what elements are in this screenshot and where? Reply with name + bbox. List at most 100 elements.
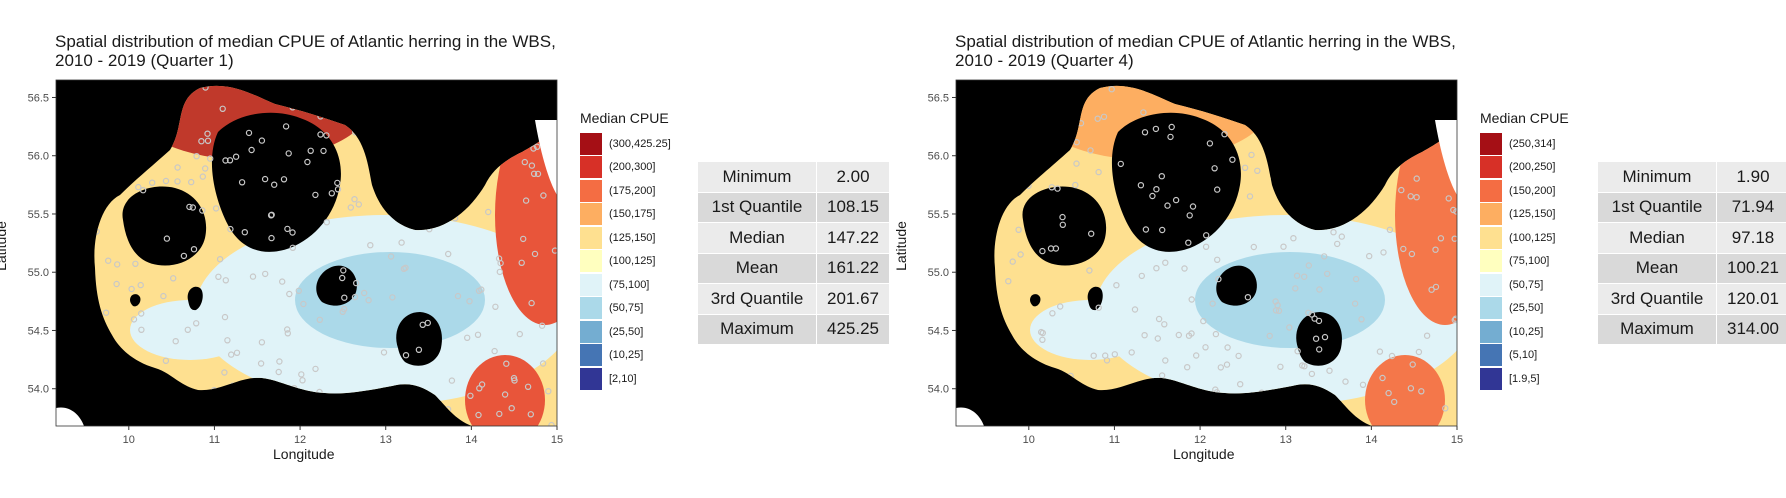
survey-point — [1338, 233, 1345, 240]
survey-point — [1407, 385, 1415, 392]
east-cpue-zone — [495, 105, 557, 325]
survey-point — [249, 273, 257, 280]
island — [1155, 215, 1171, 235]
legend-swatch — [580, 344, 602, 367]
survey-point — [1308, 370, 1316, 378]
survey-point — [275, 368, 282, 376]
survey-point — [284, 225, 291, 233]
survey-point — [1246, 193, 1254, 200]
legend-item: (200,300] — [580, 156, 671, 180]
y-tick-label: 54.5 — [928, 325, 949, 337]
survey-point — [534, 170, 542, 178]
outer-sea-corner — [535, 120, 557, 195]
survey-point — [538, 322, 546, 329]
y-tick-label: 54.5 — [28, 325, 49, 337]
island — [396, 312, 443, 366]
survey-point — [355, 201, 362, 208]
x-tick-label: 15 — [1451, 434, 1463, 446]
survey-point — [1342, 378, 1349, 385]
survey-point — [135, 183, 142, 191]
survey-point — [530, 145, 537, 152]
survey-point — [204, 130, 211, 137]
survey-point — [1408, 250, 1416, 258]
survey-point — [340, 267, 347, 274]
survey-point — [221, 369, 228, 376]
survey-point — [1452, 315, 1457, 322]
survey-point — [1142, 226, 1150, 233]
legend-label: (250,314] — [1509, 137, 1556, 150]
survey-point — [216, 256, 224, 263]
survey-point — [299, 377, 306, 384]
survey-point — [174, 164, 181, 171]
sea-area — [994, 85, 1457, 426]
survey-point — [1301, 273, 1308, 280]
title-line-2: 2010 - 2019 (Quarter 4) — [955, 51, 1134, 70]
x-axis-label: Longitude — [273, 446, 335, 462]
survey-point — [1366, 252, 1373, 260]
survey-point — [163, 235, 171, 242]
survey-point — [1202, 344, 1209, 351]
survey-point — [1140, 109, 1147, 116]
legend-item: (10,25] — [580, 344, 671, 368]
survey-point — [1159, 226, 1166, 234]
stat-value: 201.67 — [816, 283, 890, 315]
map-panel-quarter-4: Spatial distribution of median CPUE of A… — [893, 0, 1786, 498]
survey-point — [496, 268, 503, 276]
survey-point — [238, 179, 246, 186]
survey-point — [222, 157, 229, 164]
legend-item: (5,10] — [1480, 344, 1569, 368]
survey-point — [1423, 332, 1431, 339]
survey-point — [1409, 361, 1416, 368]
survey-point — [1202, 243, 1210, 250]
survey-point — [1450, 206, 1457, 214]
survey-point — [307, 147, 314, 154]
southeast-cpue-zone — [1365, 355, 1445, 426]
survey-point — [312, 191, 319, 199]
survey-point — [1237, 381, 1244, 388]
legend-item: (125,150] — [1480, 203, 1569, 227]
stats-row: Median 147.22 — [697, 222, 890, 254]
legend-swatch — [1480, 250, 1502, 273]
survey-point — [464, 334, 471, 341]
survey-point — [518, 259, 525, 266]
survey-point — [402, 352, 410, 359]
survey-point — [295, 287, 302, 294]
survey-point — [521, 158, 529, 166]
survey-point — [1359, 381, 1367, 388]
survey-point — [1073, 138, 1080, 146]
survey-point — [1324, 270, 1331, 277]
survey-point — [316, 316, 323, 323]
survey-point — [1386, 226, 1394, 233]
x-tick-label: 12 — [294, 434, 306, 446]
survey-point — [361, 289, 368, 297]
y-tick-label: 54.0 — [928, 384, 949, 396]
stat-value: 425.25 — [816, 313, 890, 345]
survey-point — [169, 275, 177, 282]
survey-point — [511, 377, 518, 384]
legend-item: (25,50] — [580, 320, 671, 344]
legend: Median CPUE (300,425.25] (200,300] (175,20… — [580, 110, 671, 391]
survey-point — [1131, 306, 1139, 313]
survey-point — [1162, 357, 1169, 364]
survey-point — [1215, 275, 1222, 283]
y-tick-label: 56.0 — [28, 151, 49, 163]
survey-point — [1292, 285, 1299, 292]
survey-point — [268, 234, 275, 242]
legend-item: (25,50] — [1480, 297, 1569, 321]
survey-point — [528, 162, 536, 169]
survey-point — [226, 157, 234, 164]
survey-point — [219, 105, 226, 113]
survey-point — [1168, 123, 1175, 131]
survey-point — [1100, 113, 1108, 121]
x-tick-label: 13 — [380, 434, 392, 446]
legend-label: (25,50] — [609, 325, 644, 338]
legend-item: (175,200] — [580, 179, 671, 203]
survey-point — [380, 349, 388, 356]
legend-swatch — [580, 226, 602, 249]
stat-name: Mean — [697, 252, 817, 284]
survey-point — [284, 330, 291, 337]
survey-point — [1056, 303, 1064, 310]
survey-point — [248, 146, 255, 154]
legend-swatch — [1480, 226, 1502, 249]
legend-label: (50,75] — [1509, 278, 1544, 291]
